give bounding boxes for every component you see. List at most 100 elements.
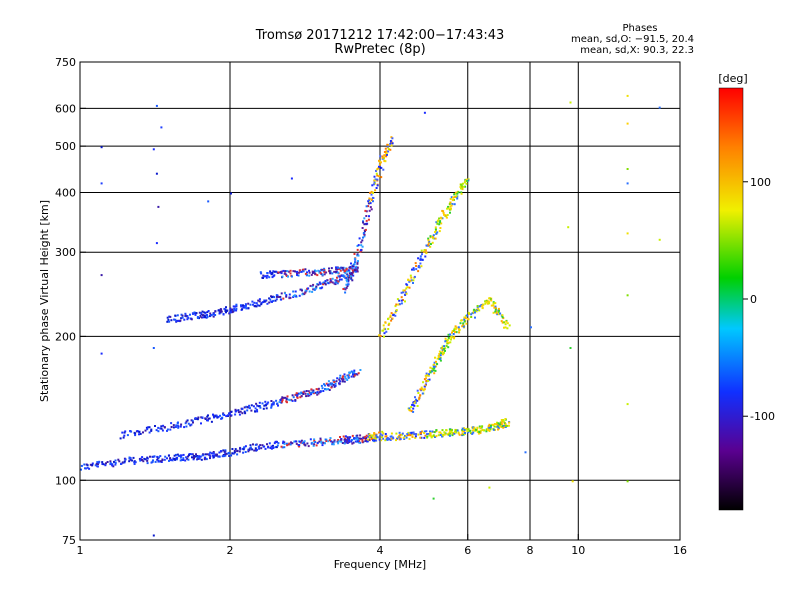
data-point bbox=[412, 404, 415, 407]
data-point bbox=[234, 408, 237, 411]
data-point bbox=[335, 266, 337, 269]
data-point bbox=[224, 310, 227, 312]
data-point bbox=[121, 461, 124, 464]
data-point bbox=[184, 312, 187, 315]
data-point bbox=[211, 454, 214, 457]
data-point bbox=[361, 439, 364, 441]
data-point bbox=[385, 330, 388, 333]
data-point bbox=[347, 376, 350, 379]
data-point bbox=[490, 304, 493, 307]
data-point bbox=[429, 245, 432, 248]
data-point bbox=[360, 244, 363, 247]
data-point bbox=[470, 313, 473, 316]
data-point bbox=[159, 460, 162, 463]
data-point bbox=[345, 268, 348, 271]
data-point bbox=[325, 382, 328, 385]
data-point bbox=[440, 432, 443, 435]
data-point bbox=[229, 308, 232, 311]
data-point bbox=[262, 301, 265, 304]
data-point bbox=[389, 439, 392, 441]
data-point bbox=[334, 279, 337, 282]
data-point bbox=[185, 425, 188, 428]
data-point bbox=[142, 460, 145, 463]
data-point bbox=[469, 429, 472, 432]
data-point bbox=[444, 432, 447, 435]
data-point bbox=[255, 448, 258, 451]
data-point bbox=[368, 433, 371, 436]
data-point bbox=[267, 446, 269, 449]
data-point bbox=[198, 317, 200, 320]
data-point bbox=[248, 448, 251, 451]
data-point bbox=[438, 221, 441, 224]
data-point bbox=[196, 458, 198, 461]
data-point bbox=[501, 314, 504, 317]
data-point bbox=[186, 419, 189, 422]
chart-subtitle: RwPretec (8p) bbox=[334, 42, 425, 57]
data-point bbox=[285, 295, 288, 298]
data-point bbox=[230, 410, 233, 413]
data-point bbox=[381, 156, 384, 159]
data-point bbox=[97, 463, 99, 465]
data-point bbox=[351, 371, 354, 374]
data-point bbox=[206, 311, 209, 314]
data-point bbox=[292, 294, 295, 297]
data-point bbox=[400, 302, 403, 305]
data-point bbox=[159, 427, 162, 430]
data-point bbox=[297, 274, 300, 277]
data-point bbox=[387, 318, 389, 320]
data-point bbox=[316, 442, 319, 445]
data-point bbox=[473, 426, 476, 429]
data-point bbox=[231, 452, 234, 455]
data-point bbox=[464, 432, 466, 434]
data-point bbox=[411, 436, 414, 438]
data-point bbox=[295, 442, 298, 445]
data-point bbox=[415, 398, 417, 401]
data-point bbox=[499, 425, 502, 428]
data-point bbox=[419, 394, 422, 397]
data-point bbox=[347, 279, 350, 282]
outlier-point bbox=[626, 122, 629, 125]
data-point bbox=[263, 404, 266, 407]
data-point bbox=[396, 298, 399, 301]
data-point bbox=[339, 275, 341, 278]
data-point bbox=[144, 458, 147, 461]
data-point bbox=[338, 278, 341, 281]
data-point bbox=[351, 279, 354, 282]
data-point bbox=[379, 163, 381, 166]
data-point bbox=[339, 267, 342, 270]
data-point bbox=[258, 300, 261, 303]
data-point bbox=[420, 432, 422, 435]
data-point bbox=[439, 431, 442, 434]
data-point bbox=[501, 316, 504, 319]
data-point bbox=[181, 459, 183, 461]
data-point bbox=[499, 312, 502, 315]
data-point bbox=[283, 442, 286, 445]
data-point bbox=[89, 463, 92, 466]
outlier-point bbox=[432, 497, 435, 500]
data-point bbox=[378, 175, 380, 178]
data-point bbox=[435, 221, 438, 224]
data-point bbox=[361, 440, 364, 443]
data-point bbox=[317, 392, 320, 395]
data-point bbox=[434, 228, 437, 231]
data-point bbox=[454, 429, 457, 432]
data-point bbox=[161, 429, 164, 432]
data-point bbox=[322, 441, 325, 444]
data-point bbox=[176, 456, 179, 459]
data-point bbox=[348, 272, 351, 275]
data-point bbox=[449, 430, 452, 433]
data-point bbox=[421, 258, 424, 261]
data-point bbox=[382, 157, 385, 159]
data-point bbox=[286, 395, 289, 398]
data-point bbox=[156, 455, 159, 458]
data-point bbox=[159, 455, 162, 458]
data-point bbox=[216, 453, 218, 456]
data-point bbox=[223, 414, 226, 416]
data-point bbox=[308, 274, 311, 277]
data-point bbox=[401, 432, 404, 435]
outlier-point bbox=[160, 126, 163, 129]
data-point bbox=[313, 270, 316, 273]
data-point bbox=[497, 313, 500, 316]
data-point bbox=[329, 272, 332, 275]
data-point bbox=[284, 396, 287, 399]
